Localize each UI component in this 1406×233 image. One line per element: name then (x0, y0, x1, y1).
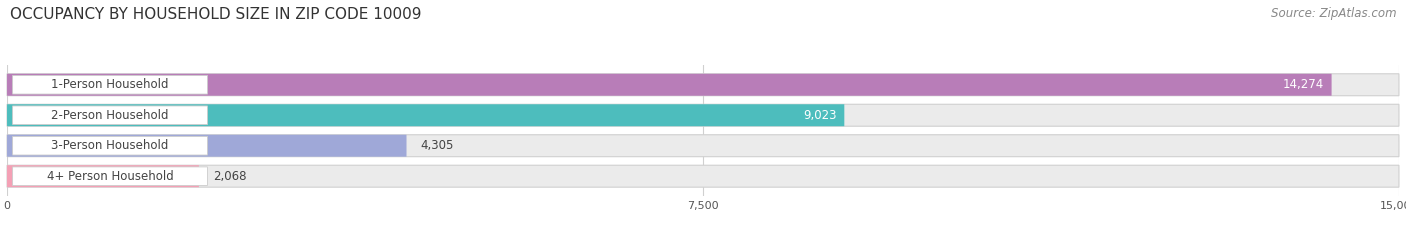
FancyBboxPatch shape (13, 167, 208, 185)
FancyBboxPatch shape (7, 104, 1399, 126)
FancyBboxPatch shape (7, 135, 1399, 157)
FancyBboxPatch shape (13, 75, 208, 94)
FancyBboxPatch shape (7, 104, 845, 126)
Text: 9,023: 9,023 (803, 109, 837, 122)
FancyBboxPatch shape (7, 165, 1399, 187)
Text: 2-Person Household: 2-Person Household (51, 109, 169, 122)
Text: 3-Person Household: 3-Person Household (52, 139, 169, 152)
FancyBboxPatch shape (7, 74, 1331, 96)
Text: 1-Person Household: 1-Person Household (51, 78, 169, 91)
Text: OCCUPANCY BY HOUSEHOLD SIZE IN ZIP CODE 10009: OCCUPANCY BY HOUSEHOLD SIZE IN ZIP CODE … (10, 7, 422, 22)
Text: 2,068: 2,068 (212, 170, 246, 183)
Text: 14,274: 14,274 (1282, 78, 1324, 91)
FancyBboxPatch shape (13, 137, 208, 155)
FancyBboxPatch shape (7, 74, 1399, 96)
Text: 4+ Person Household: 4+ Person Household (46, 170, 173, 183)
FancyBboxPatch shape (7, 135, 406, 157)
FancyBboxPatch shape (13, 106, 208, 124)
Text: Source: ZipAtlas.com: Source: ZipAtlas.com (1271, 7, 1396, 20)
FancyBboxPatch shape (7, 165, 198, 187)
Text: 4,305: 4,305 (420, 139, 454, 152)
